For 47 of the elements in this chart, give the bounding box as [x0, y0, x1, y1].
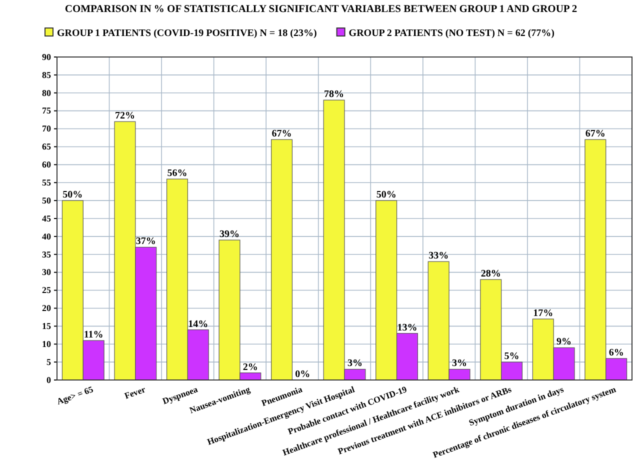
data-label: 67%	[272, 128, 292, 140]
y-tick-label: 20	[42, 303, 52, 314]
y-tick-label: 25	[42, 285, 52, 296]
data-label: 72%	[114, 110, 135, 122]
y-tick-label: 70	[42, 124, 52, 134]
data-label: 3%	[452, 358, 467, 370]
y-tick-label: 0	[46, 374, 52, 385]
y-tick-label: 15	[42, 321, 52, 332]
data-label: 33%	[428, 250, 449, 262]
y-tick-label: 10	[42, 338, 52, 349]
data-label: 50%	[376, 190, 396, 201]
data-label: 13%	[397, 322, 418, 334]
y-tick-label: 85	[42, 70, 52, 80]
y-tick-label: 50	[42, 195, 52, 206]
data-label: 28%	[480, 268, 501, 280]
x-tick-label: Fever	[123, 384, 147, 401]
legend-label: GROUP 2 PATIENTS (NO TEST) N = 62 (77%)	[348, 28, 555, 39]
data-label: 17%	[533, 308, 554, 319]
y-tick-label: 5	[46, 356, 52, 367]
data-label: 0%	[295, 369, 310, 380]
data-label: 6%	[608, 347, 624, 358]
y-tick-label: 65	[42, 142, 52, 152]
y-tick-label: 30	[42, 267, 52, 278]
y-tick-label: 90	[42, 52, 52, 62]
y-tick-label: 35	[42, 249, 52, 260]
y-tick-label: 75	[42, 106, 52, 116]
y-tick-label: 45	[42, 213, 52, 224]
data-label: 9%	[556, 336, 572, 348]
x-tick-label: Age> = 65	[55, 384, 96, 407]
data-label: 67%	[585, 128, 606, 140]
y-tick-label: 40	[42, 231, 52, 242]
data-label: 56%	[167, 168, 188, 180]
data-label: 37%	[136, 236, 156, 248]
y-tick-label: 55	[42, 177, 52, 188]
data-label: 2%	[242, 362, 258, 373]
data-label: 11%	[84, 330, 104, 341]
y-tick-label: 60	[42, 160, 52, 170]
legend-label: GROUP 1 PATIENTS (COVID-19 POSITIVE) N = 18 (23%)	[57, 28, 317, 39]
y-tick-label: 80	[42, 88, 52, 98]
data-label: 5%	[504, 351, 520, 362]
bar	[271, 139, 293, 380]
data-label: 39%	[220, 229, 240, 240]
data-label: 50%	[62, 190, 83, 201]
data-label: 14%	[188, 318, 208, 330]
data-label: 78%	[324, 89, 344, 100]
chart-title: COMPARISON IN % OF STATISTICALLY SIGNIFICANT VARIABLES BETWEEN GROUP 1 AND GROUP 2	[64, 4, 578, 15]
data-label: 3%	[347, 358, 362, 370]
